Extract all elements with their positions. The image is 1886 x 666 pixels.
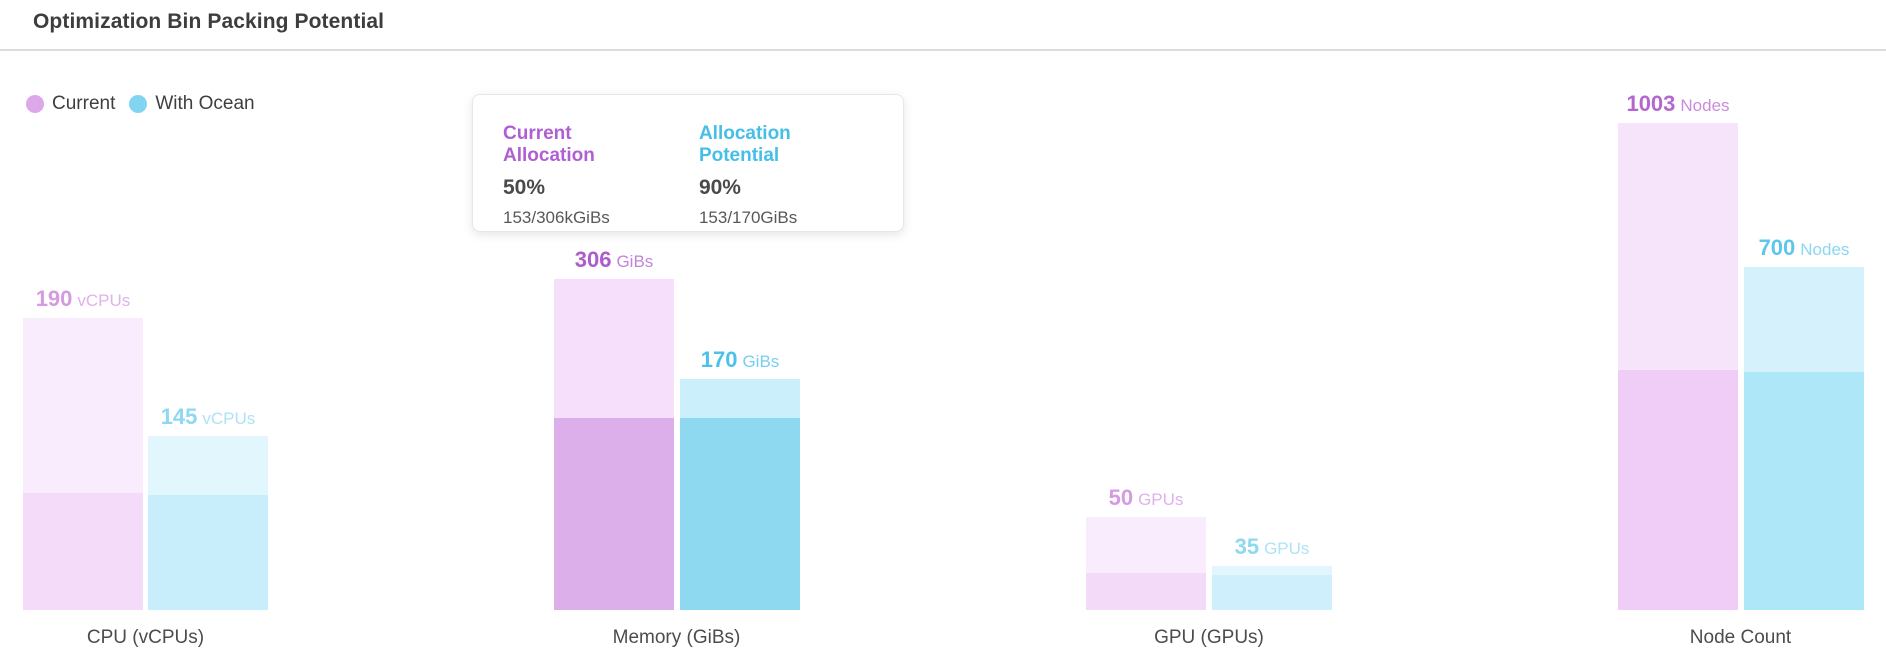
- tooltip-potential-detail: 153/170GiBs: [698, 208, 798, 227]
- category-label-cpu: CPU (vCPUs): [86, 627, 205, 648]
- allocation-tooltip: Current Allocation 50% 153/306kGiBs Allo…: [472, 94, 904, 232]
- bar-label-ocean-cpu: 145 vCPUs: [148, 404, 268, 430]
- chart-legend: Current With Ocean: [26, 93, 255, 115]
- legend-swatch-with-ocean-icon: [129, 95, 148, 113]
- bar-unit: Nodes: [1800, 240, 1850, 259]
- bar-current-cpu-fill: [23, 493, 143, 610]
- bar-label-current-nodes: 1003 Nodes: [1618, 91, 1738, 117]
- bar-unit: GPUs: [1264, 539, 1310, 558]
- category-label-nodes: Node Count: [1689, 627, 1792, 648]
- header-divider: [0, 49, 1886, 51]
- tooltip-potential-percent: 90%: [698, 176, 741, 199]
- bar-ocean-nodes[interactable]: [1744, 267, 1864, 610]
- bar-ocean-cpu-fill: [148, 495, 268, 610]
- legend-swatch-current-icon: [26, 95, 44, 113]
- tooltip-current-allocation: Current Allocation 50% 153/306kGiBs: [503, 123, 665, 227]
- tooltip-current-title: Current Allocation: [503, 123, 595, 166]
- bar-unit: vCPUs: [202, 409, 256, 428]
- bar-unit: vCPUs: [77, 291, 131, 310]
- bar-unit: Nodes: [1680, 96, 1730, 115]
- tooltip-current-percent: 50%: [503, 176, 546, 199]
- bar-ocean-gpu-fill: [1212, 575, 1332, 610]
- bar-value: 145: [160, 404, 198, 429]
- bar-ocean-nodes-fill: [1744, 372, 1864, 610]
- category-label-gpu: GPU (GPUs): [1154, 627, 1264, 648]
- bar-ocean-memory[interactable]: [680, 379, 800, 610]
- bar-label-ocean-memory: 170 GiBs: [680, 347, 800, 373]
- bar-unit: GiBs: [616, 252, 654, 271]
- bar-label-ocean-gpu: 35 GPUs: [1212, 534, 1332, 560]
- bar-value: 170: [700, 347, 738, 372]
- bar-current-memory-fill: [554, 418, 674, 610]
- bar-unit: GiBs: [742, 352, 780, 371]
- bar-value: 1003: [1626, 91, 1676, 116]
- bar-ocean-cpu[interactable]: [148, 436, 268, 610]
- bar-ocean-memory-fill: [680, 418, 800, 610]
- bar-value: 306: [574, 247, 612, 272]
- bar-current-cpu[interactable]: [23, 318, 143, 610]
- bar-current-nodes-fill: [1618, 370, 1738, 610]
- bar-value: 190: [35, 286, 73, 311]
- tooltip-potential-title: Allocation Potential: [698, 123, 791, 166]
- tooltip-current-detail: 153/306kGiBs: [503, 208, 610, 227]
- page-title: Optimization Bin Packing Potential: [33, 10, 385, 33]
- bar-unit: GPUs: [1138, 490, 1184, 509]
- bar-label-ocean-nodes: 700 Nodes: [1744, 235, 1864, 261]
- legend-label-with-ocean: With Ocean: [155, 93, 255, 114]
- legend-label-current: Current: [52, 93, 116, 114]
- bar-label-current-memory: 306 GiBs: [554, 247, 674, 273]
- bar-value: 50: [1108, 485, 1134, 510]
- bar-value: 700: [1758, 235, 1796, 260]
- bar-value: 35: [1234, 534, 1260, 559]
- bar-current-gpu[interactable]: [1086, 517, 1206, 610]
- bar-label-current-gpu: 50 GPUs: [1086, 485, 1206, 511]
- bar-current-gpu-fill: [1086, 573, 1206, 610]
- bar-label-current-cpu: 190 vCPUs: [23, 286, 143, 312]
- bar-ocean-gpu[interactable]: [1212, 566, 1332, 610]
- tooltip-allocation-potential: Allocation Potential 90% 153/170GiBs: [698, 123, 873, 227]
- bar-current-nodes[interactable]: [1618, 123, 1738, 610]
- legend-item-current[interactable]: Current: [26, 93, 115, 115]
- legend-item-with-ocean[interactable]: With Ocean: [129, 93, 255, 115]
- category-label-memory: Memory (GiBs): [612, 627, 741, 648]
- bar-current-memory[interactable]: [554, 279, 674, 610]
